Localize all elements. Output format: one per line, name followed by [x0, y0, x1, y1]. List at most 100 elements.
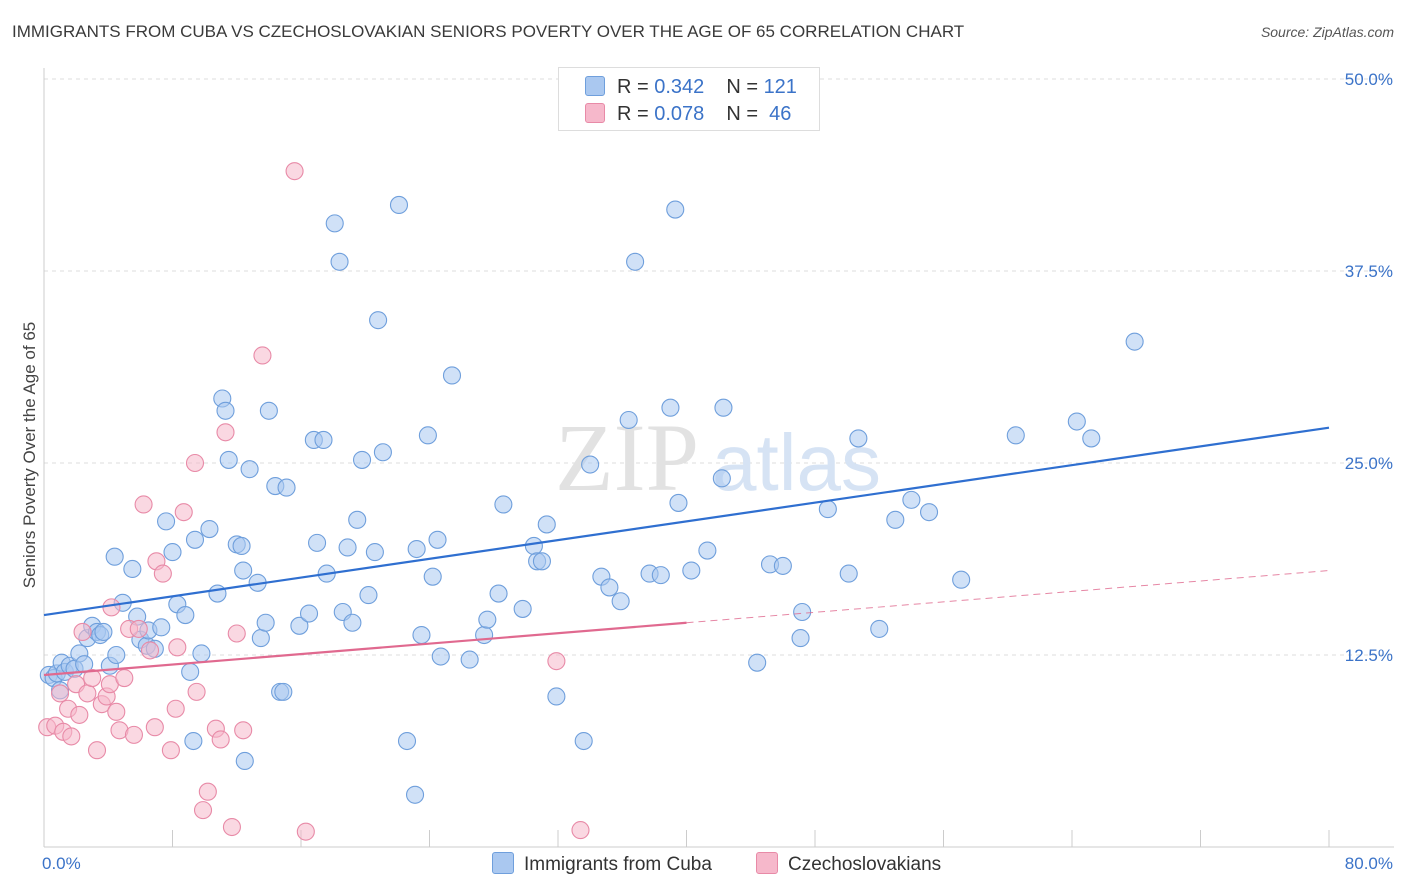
cuba-point — [475, 625, 494, 645]
czech-point — [83, 668, 102, 688]
cuba-point — [428, 530, 447, 549]
cuba-point — [651, 566, 670, 585]
cuba-point — [235, 751, 254, 771]
correlation-legend: R = 0.342 N = 121 R = 0.078 N = 46 — [558, 67, 820, 131]
cuba-point — [352, 450, 372, 469]
series-czech-points — [38, 162, 590, 841]
cuba-point — [348, 510, 367, 529]
cuba-point — [773, 556, 792, 575]
cuba-point — [619, 410, 638, 430]
x-tick-label: 80.0% — [1345, 854, 1393, 873]
cuba-point — [714, 398, 733, 417]
cuba-point — [373, 443, 392, 462]
czech-point — [153, 564, 172, 583]
bottom-legend-czech: Czechoslovakians — [756, 852, 941, 876]
cuba-point — [532, 552, 551, 571]
cuba-point — [418, 426, 437, 445]
cuba-point — [176, 606, 195, 625]
cuba-point — [431, 647, 450, 666]
cuba-point — [547, 687, 566, 706]
bottom-legend-cuba: Immigrants from Cuba — [492, 852, 712, 876]
czech-point — [285, 162, 304, 181]
cuba-point — [524, 536, 543, 555]
cuba-point — [581, 455, 600, 474]
bottom-legend-swatch-cuba — [492, 852, 514, 874]
cuba-point — [423, 567, 442, 586]
cuba-point — [669, 493, 688, 512]
czech-point — [134, 495, 153, 514]
y-tick-label: 12.5% — [1345, 646, 1393, 665]
cuba-point — [902, 490, 921, 509]
cuba-point — [184, 731, 203, 751]
cuba-point — [219, 450, 238, 469]
czech-point — [216, 423, 235, 442]
cuba-point — [94, 622, 113, 642]
legend-swatch-czech — [585, 103, 605, 123]
czech-point — [198, 782, 217, 801]
cuba-point — [1067, 412, 1086, 431]
y-axis-label: Seniors Poverty Over the Age of 65 — [20, 321, 39, 589]
cuba-point — [489, 584, 508, 603]
czech-trend-line — [43, 621, 687, 677]
legend-r-czech: 0.078 — [654, 103, 705, 125]
cuba-point — [338, 538, 357, 557]
czech-point — [51, 684, 70, 703]
cuba-point — [611, 592, 630, 611]
czech-point — [253, 346, 272, 365]
cuba-point — [886, 510, 905, 529]
cuba-point — [259, 401, 278, 420]
cuba-point — [839, 564, 858, 583]
x-tick-label: 0.0% — [42, 854, 81, 873]
czech-point — [547, 652, 566, 671]
czech-point — [234, 721, 253, 740]
cuba-point — [240, 460, 259, 479]
czech-point — [87, 741, 107, 760]
cuba-point — [157, 512, 176, 531]
cuba-point — [359, 586, 378, 605]
cuba-point — [537, 515, 556, 534]
cuba-point — [513, 599, 532, 618]
cuba-point — [181, 662, 200, 681]
czech-point — [174, 503, 193, 522]
cuba-point — [232, 536, 251, 555]
cuba-point — [200, 519, 219, 539]
czech-point — [161, 741, 180, 760]
czech-point — [571, 821, 590, 840]
cuba-point — [185, 530, 205, 549]
y-tick-label: 25.0% — [1345, 454, 1393, 473]
y-tick-label: 37.5% — [1345, 262, 1393, 281]
cuba-point — [1082, 429, 1101, 448]
czech-trend-extension — [686, 570, 1330, 624]
cuba-point — [330, 252, 349, 271]
cuba-point — [216, 401, 235, 420]
cuba-point — [1125, 332, 1144, 351]
cuba-point — [952, 570, 971, 589]
legend-n-czech: 46 — [763, 103, 792, 125]
source-credit: Source: ZipAtlas.com — [1260, 24, 1394, 40]
chart-title: IMMIGRANTS FROM CUBA VS CZECHOSLOVAKIAN … — [12, 22, 965, 41]
cuba-point — [793, 602, 812, 622]
cuba-point — [290, 616, 309, 635]
cuba-point — [442, 366, 462, 385]
czech-point — [187, 682, 206, 701]
cuba-point — [192, 644, 211, 663]
czech-point — [140, 641, 160, 660]
legend-row-czech: R = 0.078 N = 46 — [585, 103, 791, 126]
cuba-point — [163, 543, 182, 562]
cuba-point — [277, 478, 296, 497]
cuba-point — [369, 311, 388, 330]
cuba-point — [460, 650, 479, 669]
legend-swatch-cuba — [585, 76, 605, 96]
czech-point — [78, 684, 97, 703]
cuba-point — [405, 785, 425, 804]
cuba-point — [818, 500, 837, 519]
cuba-point — [682, 561, 701, 580]
tick-labels: 12.5% 25.0% 37.5% 50.0% 0.0% 80.0% — [42, 70, 1393, 873]
cuba-point — [397, 731, 417, 751]
czech-point — [124, 725, 143, 744]
cuba-point — [325, 214, 344, 233]
czech-point — [296, 822, 315, 841]
legend-n-cuba: 121 — [763, 76, 797, 98]
czech-point — [102, 598, 121, 617]
